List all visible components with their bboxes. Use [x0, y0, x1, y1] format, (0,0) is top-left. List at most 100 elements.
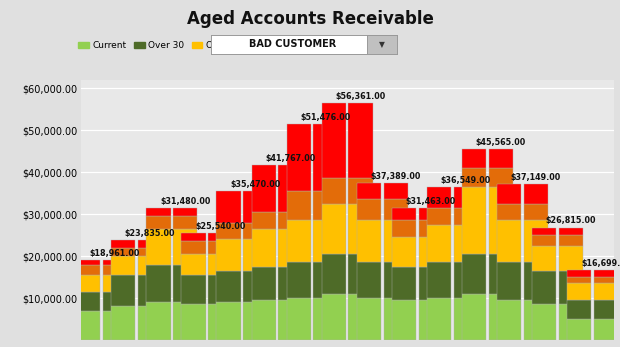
Bar — [146, 302, 170, 340]
Bar — [313, 298, 338, 340]
Bar — [392, 266, 416, 300]
Bar — [216, 302, 241, 340]
Bar — [322, 294, 346, 340]
Bar — [208, 275, 232, 304]
Bar — [278, 212, 303, 229]
Text: $31,463.00: $31,463.00 — [405, 197, 456, 206]
Bar — [392, 208, 416, 220]
Bar — [356, 262, 381, 298]
Bar — [524, 262, 548, 300]
Bar — [111, 240, 135, 248]
Bar — [348, 204, 373, 254]
Bar — [146, 264, 170, 302]
Bar — [286, 298, 311, 340]
Bar — [138, 256, 162, 275]
Bar — [384, 220, 408, 262]
Bar — [208, 242, 232, 254]
Text: $37,389.00: $37,389.00 — [371, 172, 421, 181]
Bar — [524, 184, 548, 204]
Bar — [418, 300, 443, 340]
Bar — [497, 204, 521, 220]
Bar — [243, 222, 267, 239]
Bar — [356, 183, 381, 200]
Bar — [111, 248, 135, 256]
Bar — [532, 271, 556, 304]
Bar — [286, 191, 311, 220]
Bar — [313, 220, 338, 262]
Bar — [286, 262, 311, 298]
Bar — [278, 229, 303, 266]
Bar — [348, 103, 373, 178]
Bar — [559, 304, 583, 340]
Bar — [418, 237, 443, 266]
Text: ▼: ▼ — [379, 40, 385, 49]
Text: $45,565.00: $45,565.00 — [476, 138, 526, 147]
Bar — [594, 270, 618, 277]
Bar — [392, 237, 416, 266]
Text: $25,540.00: $25,540.00 — [195, 222, 246, 231]
Bar — [348, 294, 373, 340]
Bar — [489, 149, 513, 168]
Bar — [462, 254, 486, 294]
Bar — [278, 300, 303, 340]
Bar — [497, 262, 521, 300]
Bar — [567, 277, 591, 283]
Bar — [182, 304, 206, 340]
Bar — [252, 165, 276, 212]
Bar — [322, 204, 346, 254]
Bar — [138, 306, 162, 340]
Text: BAD CUSTOMER: BAD CUSTOMER — [249, 39, 336, 49]
Bar — [594, 277, 618, 283]
Bar — [427, 187, 451, 208]
Bar — [76, 311, 100, 340]
Bar — [243, 191, 267, 222]
Bar — [567, 283, 591, 300]
Bar — [594, 300, 618, 319]
Bar — [286, 220, 311, 262]
Bar — [243, 302, 267, 340]
Bar — [384, 262, 408, 298]
Bar — [454, 298, 478, 340]
Bar — [111, 256, 135, 275]
Bar — [559, 235, 583, 246]
Bar — [392, 300, 416, 340]
Bar — [322, 254, 346, 294]
Bar — [138, 248, 162, 256]
Bar — [532, 304, 556, 340]
Bar — [286, 124, 311, 191]
Bar — [427, 262, 451, 298]
Bar — [462, 294, 486, 340]
Bar — [182, 254, 206, 275]
FancyBboxPatch shape — [367, 35, 397, 54]
Bar — [173, 229, 197, 264]
Bar — [497, 184, 521, 204]
Text: $16,699.00: $16,699.00 — [581, 259, 620, 268]
Bar — [384, 298, 408, 340]
Bar — [146, 229, 170, 264]
Bar — [454, 187, 478, 208]
Bar — [559, 228, 583, 235]
Bar — [489, 254, 513, 294]
Bar — [462, 168, 486, 187]
Bar — [418, 266, 443, 300]
Bar — [208, 233, 232, 242]
Bar — [252, 229, 276, 266]
Bar — [454, 208, 478, 225]
Bar — [356, 200, 381, 220]
Bar — [356, 220, 381, 262]
Text: $36,549.00: $36,549.00 — [441, 176, 491, 185]
Bar — [208, 304, 232, 340]
Legend: Current, Over 30, Over 60, Over 90, Over 120: Current, Over 30, Over 60, Over 90, Over… — [74, 37, 367, 54]
Bar — [216, 222, 241, 239]
Bar — [524, 300, 548, 340]
Bar — [489, 187, 513, 254]
Bar — [418, 208, 443, 220]
Bar — [173, 264, 197, 302]
Bar — [76, 292, 100, 311]
Bar — [173, 216, 197, 229]
Bar — [532, 246, 556, 271]
Bar — [322, 103, 346, 178]
Bar — [454, 262, 478, 298]
Bar — [216, 191, 241, 222]
Bar — [567, 270, 591, 277]
